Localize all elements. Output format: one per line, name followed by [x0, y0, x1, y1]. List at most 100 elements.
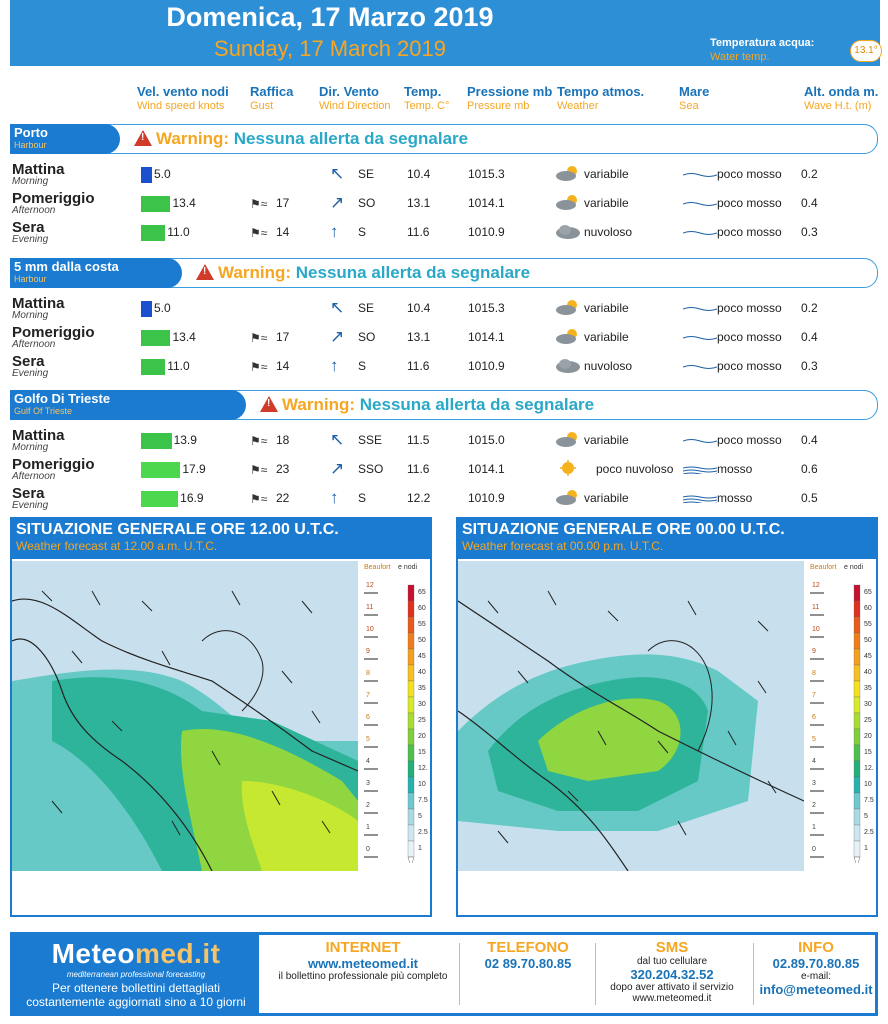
gust-value: 22	[276, 491, 290, 505]
wind-speed-bar	[141, 359, 166, 375]
wind-direction-arrow-icon: ↖	[330, 430, 345, 449]
warning-icon	[196, 264, 214, 280]
legend-beaufort-label: 6	[366, 714, 370, 721]
period-label: Sera Evening	[12, 485, 49, 511]
wind-speed: 13.9	[173, 433, 197, 447]
footer-description: Per ottenere bollettini dettagliati cost…	[26, 981, 246, 1009]
legend-knots-label: 35	[418, 685, 426, 692]
legend-swatch	[853, 776, 861, 794]
map-subtitle: Weather forecast at 12.00 a.m. U.T.C.	[16, 539, 218, 553]
wave-height: 0.3	[801, 225, 818, 239]
map-title: SITUAZIONE GENERALE ORE 12.00 U.T.C.	[16, 521, 339, 538]
phone-link[interactable]: 02 89.70.80.85	[484, 956, 572, 971]
wind-speed-bar	[141, 491, 179, 507]
column-header: Vel. vento nodi Wind speed knots	[137, 84, 229, 112]
sms-number[interactable]: 320.204.32.52	[630, 967, 714, 982]
column-header: Raffica Gust	[250, 84, 294, 112]
pressure: 1010.9	[468, 359, 505, 373]
map-panel-12utc: SITUAZIONE GENERALE ORE 12.00 U.T.C. Weat…	[10, 517, 432, 917]
wind-direction-arrow-icon: ↑	[330, 488, 339, 507]
legend-swatch	[407, 824, 415, 842]
weather-text: variabile	[584, 491, 629, 505]
footer-info: INFO 02.89.70.80.85 e-mail: info@meteome…	[755, 939, 877, 997]
legend-beaufort-label: 2	[366, 802, 370, 809]
forecast-row: Pomeriggio Afternoon 17.9 ⚑≈ 23 ↗ SSO 11.6 1014.…	[10, 457, 878, 485]
pressure: 1015.3	[468, 301, 505, 315]
legend-swatch	[853, 824, 861, 842]
legend-knots-label: 12.5	[418, 765, 428, 772]
wave-height: 0.4	[801, 196, 818, 210]
legend-beaufort-label: 2	[812, 802, 816, 809]
info-phone[interactable]: 02.89.70.80.85	[772, 956, 860, 971]
meteomed-logo[interactable]: Meteomed.it mediterranean professional f…	[13, 935, 259, 1013]
wind-direction: SE	[358, 167, 375, 181]
wind-map	[12, 561, 358, 871]
warning-message: Warning: Nessuna allerta da segnalare	[260, 395, 594, 415]
sea-state: poco mosso	[717, 225, 782, 239]
water-temp-value: 13.1°	[850, 40, 882, 62]
legend-knots-label: 1	[864, 845, 868, 852]
section-tab: Porto Harbour	[10, 124, 120, 154]
info-email[interactable]: info@meteomed.it	[759, 982, 873, 997]
forecast-row: Sera Evening 11.0 ⚑≈ 14 ↑ S 11.6 1010.9 nuvoloso p…	[10, 220, 878, 248]
sea-state: mosso	[717, 462, 753, 476]
internet-link[interactable]: www.meteomed.it	[307, 956, 419, 971]
legend-swatch	[853, 616, 861, 634]
legend-swatch	[407, 760, 415, 778]
wave-height: 0.6	[801, 462, 818, 476]
legend-knots-label: 10	[418, 781, 426, 788]
legend-knots-label: 25	[864, 717, 872, 724]
legend-beaufort-label: 9	[366, 648, 370, 655]
legend-knots-label: 60	[418, 605, 426, 612]
legend-swatch	[853, 744, 861, 762]
legend-knots-label: 65	[418, 589, 426, 596]
sea-state: poco mosso	[717, 301, 782, 315]
legend-knots-label: 15	[418, 749, 426, 756]
legend-swatch	[407, 744, 415, 762]
weather-text: variabile	[584, 196, 629, 210]
wind-direction-arrow-icon: ↗	[330, 327, 345, 346]
column-header: Temp. Temp. C°	[404, 84, 450, 112]
gust-icon: ⚑≈	[250, 360, 268, 374]
sea-state: poco mosso	[717, 433, 782, 447]
warning-message: Warning: Nessuna allerta da segnalare	[134, 129, 468, 149]
weather-text: nuvoloso	[584, 225, 633, 239]
pressure: 1010.9	[468, 225, 505, 239]
legend-beaufort-label: 11	[812, 604, 819, 611]
period-label: Sera Evening	[12, 353, 49, 379]
sea-state: mosso	[717, 491, 753, 505]
legend-beaufort-label: 5	[366, 736, 370, 743]
temperature: 13.1	[407, 330, 431, 344]
legend-knots-label: 5	[864, 813, 868, 820]
legend-knots-label: 7.5	[418, 797, 428, 804]
legend-swatch	[407, 648, 415, 666]
legend-beaufort-label: 7	[366, 692, 370, 699]
wind-speed-bar	[141, 462, 181, 478]
wind-direction: SO	[358, 330, 376, 344]
legend-swatch	[407, 776, 415, 794]
wind-direction: S	[358, 225, 367, 239]
wave-height: 0.2	[801, 167, 818, 181]
legend-beaufort-label: 10	[812, 626, 820, 633]
temperature: 11.5	[407, 433, 430, 447]
map-subtitle: Weather forecast at 00.00 p.m. U.T.C.	[462, 539, 664, 553]
legend-knots-label: 65	[864, 589, 872, 596]
legend-beaufort-label: 1	[812, 824, 816, 831]
legend-swatch	[853, 696, 861, 714]
map-panel-00utc: SITUAZIONE GENERALE ORE 00.00 U.T.C. Weat…	[456, 517, 878, 917]
warning-message: Warning: Nessuna allerta da segnalare	[196, 263, 530, 283]
weather-text: variabile	[584, 433, 629, 447]
pressure: 1015.3	[468, 167, 505, 181]
wind-direction-arrow-icon: ↑	[330, 356, 339, 375]
forecast-row: Pomeriggio Afternoon 13.4 ⚑≈ 17 ↗ SO 13.1 1014.1…	[10, 325, 878, 353]
legend-swatch	[407, 840, 415, 858]
wave-height: 0.3	[801, 359, 818, 373]
forecast-row: Mattina Morning 13.9 ⚑≈ 18 ↖ SSE 11.5 1015.0 vari…	[10, 428, 878, 456]
wind-speed: 13.4	[172, 196, 196, 210]
weather-text: poco nuvoloso	[596, 462, 674, 476]
legend-knots-label: 7.5	[864, 797, 874, 804]
legend-knots-label: 55	[864, 621, 872, 628]
wind-speed-bar	[141, 167, 152, 183]
column-header: Pressione mb Pressure mb	[467, 84, 553, 112]
legend-beaufort-label: 0	[366, 846, 370, 853]
